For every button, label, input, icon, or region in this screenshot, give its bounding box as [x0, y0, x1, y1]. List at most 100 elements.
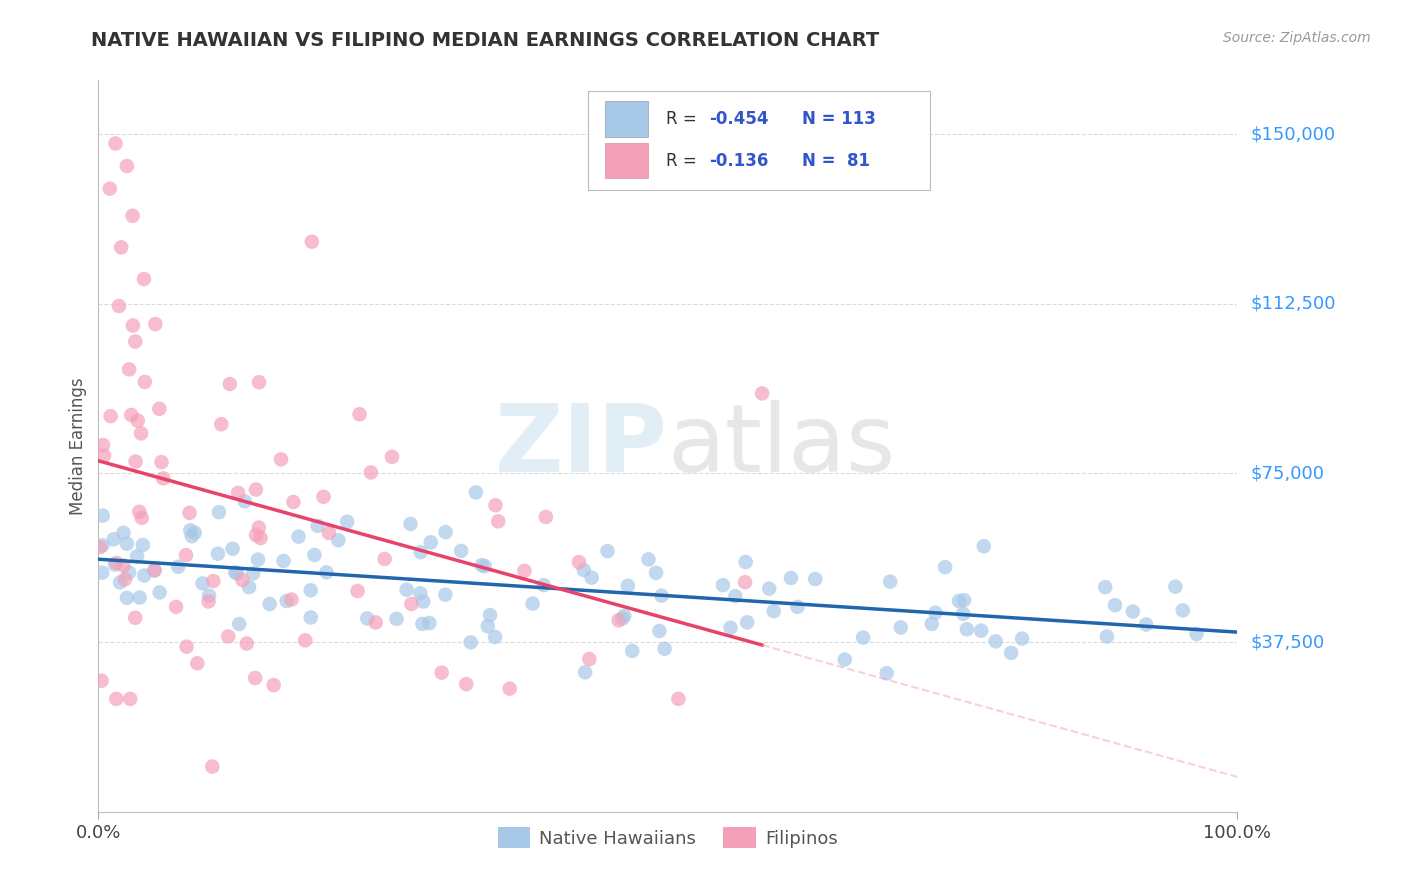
- Point: [91, 566, 114, 580]
- Point: [1185, 627, 1208, 641]
- Point: [129, 426, 152, 441]
- Point: [118, 362, 141, 376]
- Point: [198, 589, 221, 603]
- Point: [276, 594, 298, 608]
- Text: ZIP: ZIP: [495, 400, 668, 492]
- Point: [786, 599, 808, 614]
- Point: [328, 533, 350, 548]
- Point: [568, 555, 591, 569]
- Point: [120, 408, 142, 422]
- Point: [235, 636, 257, 650]
- Point: [207, 547, 229, 561]
- Point: [762, 604, 785, 618]
- Point: [152, 471, 174, 485]
- Point: [612, 611, 634, 625]
- Text: -0.136: -0.136: [709, 152, 768, 169]
- Point: [834, 652, 856, 666]
- Point: [395, 582, 418, 597]
- Point: [1122, 605, 1144, 619]
- Point: [112, 558, 135, 573]
- Point: [374, 552, 396, 566]
- Text: R =: R =: [665, 110, 702, 128]
- Point: [572, 563, 595, 577]
- Point: [484, 498, 506, 512]
- Point: [484, 630, 506, 644]
- Point: [224, 566, 246, 580]
- Point: [984, 634, 1007, 648]
- Point: [128, 505, 150, 519]
- Point: [1000, 646, 1022, 660]
- Text: Source: ZipAtlas.com: Source: ZipAtlas.com: [1223, 31, 1371, 45]
- Point: [191, 576, 214, 591]
- Point: [973, 539, 995, 553]
- Point: [645, 566, 668, 580]
- Point: [952, 607, 974, 621]
- Point: [450, 544, 472, 558]
- Point: [280, 592, 302, 607]
- Point: [522, 597, 544, 611]
- Point: [124, 611, 146, 625]
- Point: [245, 528, 267, 542]
- Point: [364, 615, 387, 630]
- Point: [666, 691, 689, 706]
- Point: [202, 574, 225, 588]
- Point: [179, 506, 201, 520]
- Point: [105, 556, 128, 570]
- Point: [122, 318, 145, 333]
- Point: [104, 136, 127, 151]
- Point: [218, 376, 240, 391]
- Point: [209, 417, 232, 432]
- Point: [921, 616, 943, 631]
- Point: [318, 525, 340, 540]
- Point: [411, 616, 433, 631]
- Point: [299, 583, 322, 598]
- Point: [110, 240, 132, 254]
- Point: [735, 615, 758, 630]
- Point: [150, 455, 173, 469]
- Y-axis label: Median Earnings: Median Earnings: [69, 377, 87, 515]
- Point: [934, 560, 956, 574]
- Point: [513, 564, 536, 578]
- Point: [953, 593, 976, 607]
- Point: [651, 589, 673, 603]
- Point: [498, 681, 520, 696]
- Point: [460, 635, 482, 649]
- Point: [246, 552, 269, 566]
- Point: [183, 525, 205, 540]
- Point: [108, 575, 131, 590]
- Point: [233, 494, 256, 508]
- Point: [124, 454, 146, 468]
- Point: [238, 580, 260, 594]
- Text: $75,000: $75,000: [1251, 464, 1324, 482]
- Legend: Native Hawaiians, Filipinos: Native Hawaiians, Filipinos: [491, 820, 845, 855]
- Point: [176, 640, 198, 654]
- Point: [924, 606, 946, 620]
- Point: [121, 209, 143, 223]
- Point: [734, 575, 756, 590]
- Point: [607, 614, 630, 628]
- Point: [89, 540, 111, 554]
- Point: [143, 564, 166, 578]
- Point: [360, 466, 382, 480]
- Point: [1095, 630, 1118, 644]
- Point: [112, 525, 135, 540]
- Point: [581, 571, 603, 585]
- Text: R =: R =: [665, 152, 702, 169]
- Point: [648, 624, 671, 638]
- Point: [758, 582, 780, 596]
- Point: [1135, 617, 1157, 632]
- Point: [409, 586, 432, 600]
- Point: [132, 272, 155, 286]
- Point: [477, 619, 499, 633]
- Point: [247, 376, 270, 390]
- Point: [307, 518, 329, 533]
- Point: [948, 594, 970, 608]
- Point: [654, 641, 676, 656]
- Point: [270, 452, 292, 467]
- Point: [956, 622, 979, 636]
- Point: [143, 563, 166, 577]
- Point: [1104, 598, 1126, 612]
- Point: [304, 548, 326, 562]
- Point: [128, 591, 150, 605]
- Point: [804, 572, 827, 586]
